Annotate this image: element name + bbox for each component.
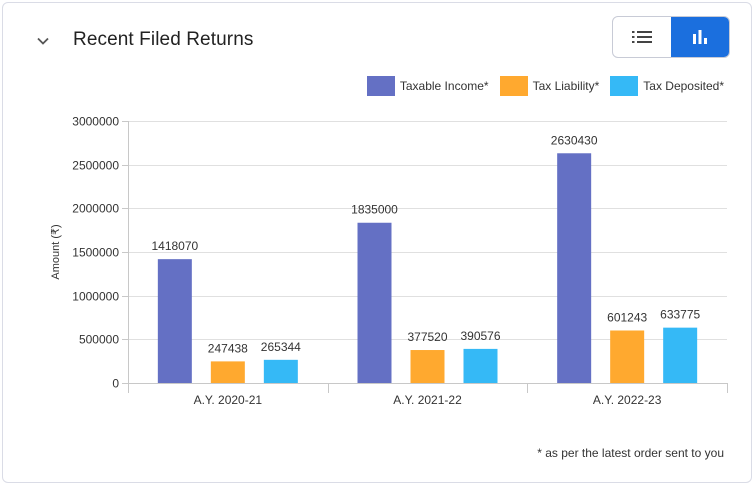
bar-taxable-income[interactable] bbox=[357, 222, 392, 383]
list-icon bbox=[632, 31, 652, 43]
bar-tax-liability[interactable] bbox=[210, 361, 245, 383]
y-tick-label: 1000000 bbox=[72, 290, 119, 304]
bar-taxable-income[interactable] bbox=[157, 259, 192, 383]
y-tick-label: 500000 bbox=[79, 333, 119, 347]
bar-value-label: 1835000 bbox=[351, 203, 398, 217]
x-tick-label: A.Y. 2021-22 bbox=[393, 393, 462, 407]
x-tick-label: A.Y. 2022-23 bbox=[593, 393, 662, 407]
y-tick-label: 2000000 bbox=[72, 202, 119, 216]
legend-swatch-tax-deposited bbox=[610, 76, 639, 96]
bar-chart-icon bbox=[693, 30, 707, 44]
legend-item-taxable-income[interactable]: Taxable Income* bbox=[366, 76, 489, 96]
bar-tax-deposited[interactable] bbox=[663, 327, 698, 383]
bar-value-label: 377520 bbox=[407, 330, 447, 344]
bar-taxable-income[interactable] bbox=[557, 153, 592, 383]
list-view-button[interactable] bbox=[613, 17, 671, 57]
bar-value-label: 1418070 bbox=[151, 239, 198, 253]
legend-label-tax-liability: Tax Liability* bbox=[532, 79, 600, 93]
legend-item-tax-deposited[interactable]: Tax Deposited* bbox=[610, 76, 724, 96]
bar-value-label: 247438 bbox=[208, 341, 248, 355]
bar-tax-liability[interactable] bbox=[610, 330, 645, 383]
bar-value-label: 633775 bbox=[660, 308, 700, 322]
chevron-down-icon[interactable] bbox=[35, 33, 51, 49]
bar-tax-liability[interactable] bbox=[410, 350, 445, 383]
y-tick-label: 3000000 bbox=[72, 115, 119, 129]
y-axis-label: Amount (₹) bbox=[50, 224, 62, 279]
bar-tax-deposited[interactable] bbox=[463, 348, 498, 383]
bar-value-label: 390576 bbox=[460, 329, 500, 343]
bar-tax-deposited[interactable] bbox=[263, 359, 298, 383]
bar-value-label: 265344 bbox=[261, 340, 301, 354]
bar-value-label: 2630430 bbox=[551, 133, 598, 147]
x-tick-label: A.Y. 2020-21 bbox=[194, 393, 263, 407]
card-title: Recent Filed Returns bbox=[73, 29, 254, 50]
y-tick-label: 2500000 bbox=[72, 159, 119, 173]
chart-view-button[interactable] bbox=[671, 17, 729, 57]
y-tick-label: 1500000 bbox=[72, 246, 119, 260]
y-tick-label: 0 bbox=[112, 377, 119, 391]
recent-filed-returns-card: Recent Filed Returns Taxable Income* bbox=[2, 2, 752, 483]
legend-label-tax-deposited: Tax Deposited* bbox=[643, 79, 724, 93]
data-labels: 1418070 247438 265344 1835000 377520 390576 26… bbox=[151, 133, 700, 355]
bars bbox=[157, 153, 698, 383]
legend-swatch-tax-liability bbox=[499, 76, 528, 96]
footnote: * as per the latest order sent to you bbox=[537, 446, 724, 460]
legend-item-tax-liability[interactable]: Tax Liability* bbox=[499, 76, 600, 96]
axes: 0 500000 1000000 1500000 2000000 2500000 30000… bbox=[72, 115, 728, 407]
legend-swatch-taxable-income bbox=[366, 76, 395, 96]
chart-legend: Taxable Income* Tax Liability* Tax Depos… bbox=[356, 76, 724, 96]
bar-value-label: 601243 bbox=[607, 310, 647, 324]
view-toggle bbox=[612, 16, 730, 58]
legend-label-taxable-income: Taxable Income* bbox=[399, 79, 489, 93]
